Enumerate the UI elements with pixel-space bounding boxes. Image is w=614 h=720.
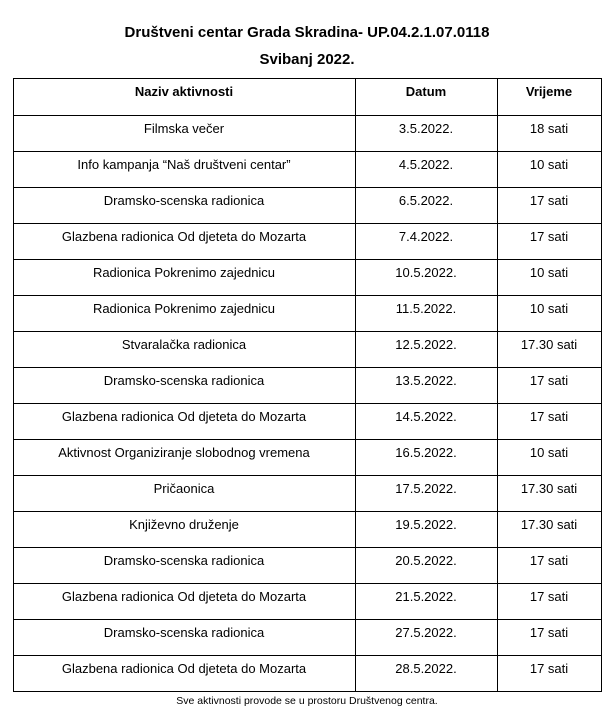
date-cell: 13.5.2022. [354,367,498,404]
table-row: Radionica Pokrenimo zajednicu 11.5.2022. 1… [12,295,602,332]
time-cell: 17 sati [496,583,602,620]
activity-cell: Književno druženje [12,511,356,548]
time-cell: 17 sati [496,619,602,656]
time-cell: 10 sati [496,439,602,476]
activity-cell: Glazbena radionica Od djeteta do Mozarta [12,223,356,260]
date-cell: 19.5.2022. [354,511,498,548]
activity-cell: Radionica Pokrenimo zajednicu [12,259,356,296]
table-row: Pričaonica 17.5.2022. 17.30 sati [12,475,602,512]
date-cell: 21.5.2022. [354,583,498,620]
table-row: Dramsko-scenska radionica 6.5.2022. 17 sat… [12,187,602,224]
page-title: Društveni centar Grada Skradina- UP.04.2… [124,24,490,41]
time-cell: 17 sati [496,547,602,584]
activity-cell: Aktivnost Organiziranje slobodnog vremen… [12,439,356,476]
activity-cell: Glazbena radionica Od djeteta do Mozarta [12,655,356,692]
date-cell: 11.5.2022. [354,295,498,332]
activity-cell: Info kampanja “Naš društveni centar” [12,151,356,188]
time-cell: 17 sati [496,223,602,260]
date-cell: 6.5.2022. [354,187,498,224]
table-row: Glazbena radionica Od djeteta do Mozarta… [12,655,602,692]
activity-cell: Dramsko-scenska radionica [12,619,356,656]
table-row: Stvaralačka radionica 12.5.2022. 17.30 sat… [12,331,602,368]
table-row: Glazbena radionica Od djeteta do Mozarta… [12,583,602,620]
time-cell: 17 sati [496,367,602,404]
time-cell: 17 sati [496,187,602,224]
table-body: Filmska večer 3.5.2022. 18 sati Info kampan… [12,115,602,692]
activity-cell: Radionica Pokrenimo zajednicu [12,295,356,332]
date-cell: 14.5.2022. [354,403,498,440]
time-cell: 17 sati [496,403,602,440]
activity-cell: Pričaonica [12,475,356,512]
table-row: Aktivnost Organiziranje slobodnog vremen… [12,439,602,476]
table-row: Dramsko-scenska radionica 27.5.2022. 17 sa… [12,619,602,656]
column-header-time: Vrijeme [496,78,602,116]
date-cell: 27.5.2022. [354,619,498,656]
column-header-activity: Naziv aktivnosti [12,78,356,116]
time-cell: 10 sati [496,295,602,332]
activity-cell: Dramsko-scenska radionica [12,367,356,404]
column-header-date: Datum [354,78,498,116]
date-cell: 28.5.2022. [354,655,498,692]
table-row: Filmska večer 3.5.2022. 18 sati [12,115,602,152]
date-cell: 10.5.2022. [354,259,498,296]
table-row: Dramsko-scenska radionica 20.5.2022. 17 sa… [12,547,602,584]
date-cell: 3.5.2022. [354,115,498,152]
table-row: Glazbena radionica Od djeteta do Mozarta… [12,223,602,260]
time-cell: 17.30 sati [496,511,602,548]
time-cell: 17.30 sati [496,475,602,512]
activity-cell: Glazbena radionica Od djeteta do Mozarta [12,583,356,620]
activity-cell: Dramsko-scenska radionica [12,187,356,224]
table-row: Info kampanja “Naš društveni centar” 4.5.… [12,151,602,188]
activity-cell: Stvaralačka radionica [12,331,356,368]
date-cell: 17.5.2022. [354,475,498,512]
table-row: Književno druženje 19.5.2022. 17.30 sati [12,511,602,548]
activity-cell: Filmska večer [12,115,356,152]
date-cell: 20.5.2022. [354,547,498,584]
time-cell: 10 sati [496,259,602,296]
time-cell: 17.30 sati [496,331,602,368]
date-cell: 7.4.2022. [354,223,498,260]
time-cell: 10 sati [496,151,602,188]
footer-note: Sve aktivnosti provode se u prostoru Dru… [176,695,438,707]
table-row: Glazbena radionica Od djeteta do Mozarta… [12,403,602,440]
table-row: Dramsko-scenska radionica 13.5.2022. 17 sa… [12,367,602,404]
date-cell: 16.5.2022. [354,439,498,476]
activities-table: Naziv aktivnosti Datum Vrijeme Filmska v… [12,78,602,692]
date-cell: 12.5.2022. [354,331,498,368]
table-row: Radionica Pokrenimo zajednicu 10.5.2022. 1… [12,259,602,296]
table-header-row: Naziv aktivnosti Datum Vrijeme [12,78,602,116]
time-cell: 18 sati [496,115,602,152]
page-subtitle: Svibanj 2022. [259,51,355,68]
activity-cell: Glazbena radionica Od djeteta do Mozarta [12,403,356,440]
activity-cell: Dramsko-scenska radionica [12,547,356,584]
time-cell: 17 sati [496,655,602,692]
date-cell: 4.5.2022. [354,151,498,188]
